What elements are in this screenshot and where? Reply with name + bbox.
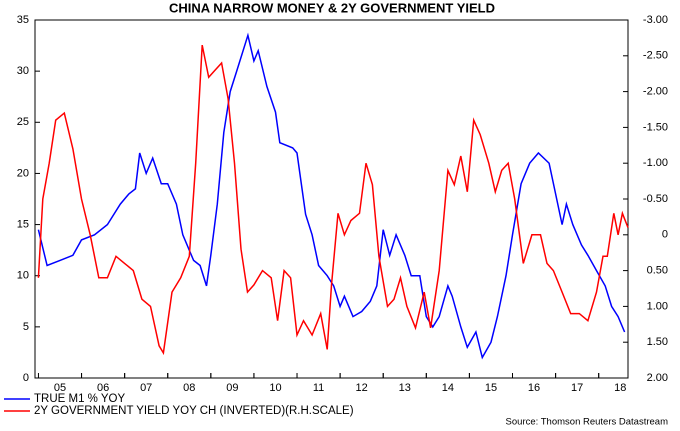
y-tick-label: 35 — [17, 14, 29, 26]
x-tick-label: 06 — [97, 382, 109, 394]
x-tick-label: 16 — [528, 382, 540, 394]
series-line — [37, 32, 626, 360]
y-tick-label: 30 — [17, 65, 29, 77]
y-tick-label: 5 — [23, 321, 29, 333]
y2-tick-label: -1.50 — [643, 121, 668, 133]
y2-tick-label: -2.00 — [643, 86, 668, 98]
x-tick-label: 11 — [313, 382, 324, 394]
legend-label: 2Y GOVERNMENT YIELD YOY CH (INVERTED)(R.… — [34, 405, 354, 417]
x-tick-label: 07 — [140, 382, 152, 394]
y2-tick-label: -2.50 — [643, 50, 668, 62]
chart-title: CHINA NARROW MONEY & 2Y GOVERNMENT YIELD — [169, 0, 495, 15]
x-tick-label: 05 — [54, 382, 66, 394]
y-tick-label: 20 — [17, 167, 29, 179]
x-tick-label: 13 — [399, 382, 411, 394]
x-tick-label: 14 — [442, 382, 454, 394]
x-tick-label: 09 — [226, 382, 238, 394]
x-tick-label: 15 — [485, 382, 497, 394]
x-tick-label: 08 — [183, 382, 195, 394]
y-tick-label: 0 — [23, 372, 29, 384]
x-tick-label: 12 — [356, 382, 368, 394]
y2-tick-label: -3.00 — [643, 14, 668, 26]
x-tick-label: 10 — [269, 382, 281, 394]
y-tick-label: 15 — [17, 218, 29, 230]
y2-tick-label: 1.50 — [647, 336, 668, 348]
source-note: Source: Thomson Reuters Datastream — [506, 417, 669, 428]
legend-label: TRUE M1 % YOY — [34, 393, 125, 405]
y2-tick-label: 1.00 — [647, 300, 668, 312]
y-tick-label: 10 — [17, 270, 29, 282]
x-tick-label: 18 — [614, 382, 626, 394]
y-tick-label: 25 — [17, 116, 29, 128]
y2-tick-label: 2.00 — [647, 372, 668, 384]
y2-tick-label: -1.00 — [643, 157, 668, 169]
y2-tick-label: 0 — [662, 229, 668, 241]
y2-tick-label: -0.50 — [643, 193, 668, 205]
y2-tick-label: 0.50 — [647, 265, 668, 277]
x-tick-label: 17 — [571, 382, 583, 394]
series-line — [37, 44, 629, 356]
